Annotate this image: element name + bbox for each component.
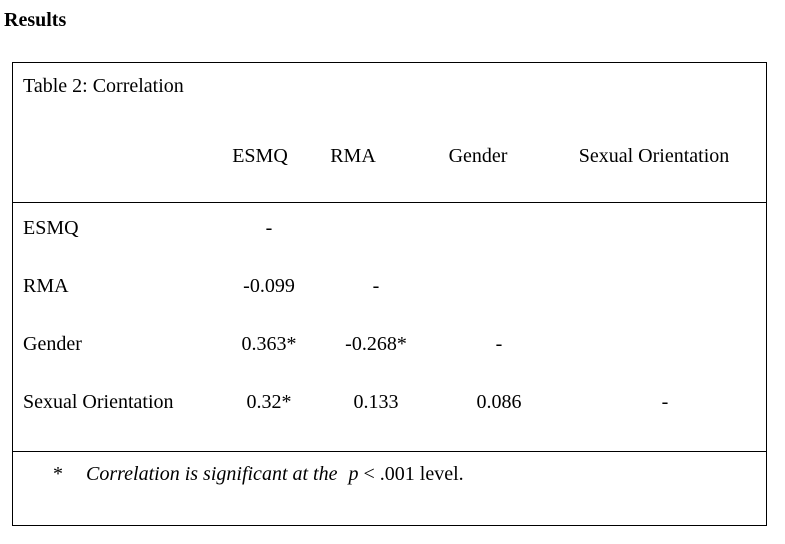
column-header-rma: RMA: [330, 145, 376, 167]
column-header-sexual-orientation: Sexual Orientation: [578, 145, 730, 167]
row-label-rma: RMA: [23, 275, 69, 297]
column-header-gender: Gender: [448, 145, 508, 167]
table-footnote: * Correlation is significant at the p < …: [53, 461, 464, 487]
row-label-esmq: ESMQ: [23, 217, 79, 239]
table-cell: -0.099: [243, 275, 295, 297]
table-cell: -: [661, 391, 669, 413]
footnote-divider: [13, 451, 766, 452]
section-heading: Results: [4, 9, 67, 31]
table-cell: -: [372, 275, 380, 297]
column-header-esmq: ESMQ: [232, 145, 288, 167]
header-divider: [13, 202, 766, 203]
footnote-marker: *: [53, 463, 63, 485]
row-label-gender: Gender: [23, 333, 82, 355]
table-caption: Table 2: Correlation: [23, 75, 184, 97]
correlation-table: Table 2: Correlation ESMQ RMA Gender Sex…: [12, 62, 767, 526]
table-cell: 0.086: [476, 391, 522, 413]
footnote-level: < .001 level.: [363, 463, 464, 485]
table-cell: -: [495, 333, 503, 355]
footnote-text: Correlation is significant at the: [86, 463, 338, 485]
table-cell: -: [265, 217, 273, 239]
row-label-sexual-orientation: Sexual Orientation: [23, 391, 174, 413]
table-cell: -0.268*: [345, 333, 407, 355]
table-cell: 0.32*: [246, 391, 292, 413]
p-symbol: p: [348, 463, 359, 485]
table-cell: 0.363*: [241, 333, 297, 355]
table-cell: 0.133: [353, 391, 399, 413]
